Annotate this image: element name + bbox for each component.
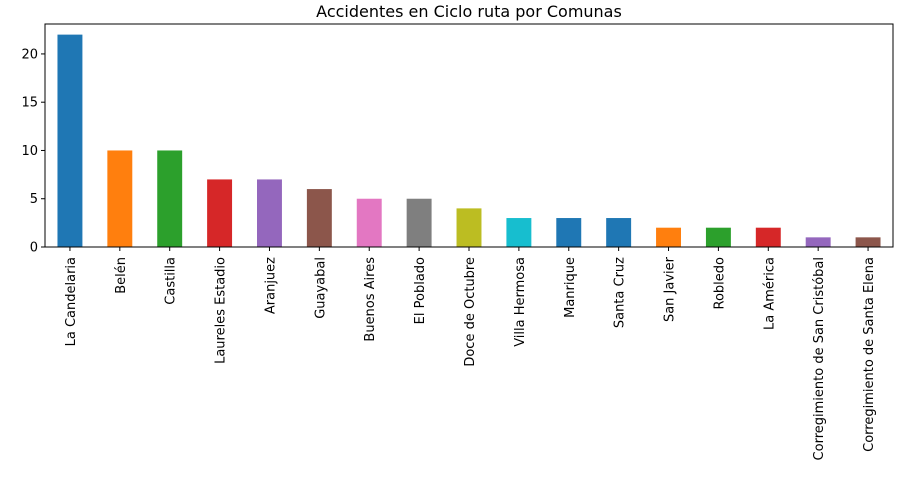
x-tick-label: Aranjuez [263,257,278,314]
chart-title: Accidentes en Ciclo ruta por Comunas [316,2,622,21]
y-axis: 0 5 10 15 20 [21,47,45,256]
y-tick-label: 10 [21,144,38,159]
bar-0 [57,34,83,247]
x-axis: La Candelaria Belén Castilla Laureles Estad… [64,247,877,460]
bar-10 [556,218,582,247]
bar-8 [456,208,482,247]
bar-9 [506,218,532,247]
x-tick-label: San Javier [663,256,678,322]
x-tick-label: El Poblado [413,257,428,324]
x-tick-label: Corregimiento de Santa Elena [862,257,877,452]
y-tick-label: 5 [30,192,38,207]
bar-14 [755,227,781,247]
bar-6 [356,198,382,247]
x-tick-label: Laureles Estadio [214,257,229,364]
x-tick-label: Santa Cruz [613,257,628,328]
x-tick-label: Corregimiento de San Cristóbal [812,257,827,460]
bar-12 [656,227,681,247]
bar-5 [306,189,332,247]
x-tick-label: Robledo [712,257,727,310]
bar-2 [157,150,183,247]
x-tick-label: Villa Hermosa [513,257,528,347]
bar-16 [855,237,881,247]
x-tick-label: Guayabal [313,257,328,319]
plot-frame [44,23,894,248]
bar-4 [257,179,282,247]
y-tick-label: 15 [21,96,38,111]
bar-7 [406,198,432,247]
bar-15 [805,237,831,247]
x-tick-label: La América [762,257,777,330]
bar-1 [107,150,133,247]
bar-13 [705,227,731,247]
x-tick-label: Belén [114,257,129,294]
x-tick-label: Buenos Aires [363,257,378,342]
x-tick-label: Manrique [563,257,578,318]
bar-11 [606,218,632,247]
bars-group [57,34,881,247]
x-tick-label: Doce de Octubre [463,257,478,367]
x-tick-label: Castilla [164,257,179,305]
x-tick-label: La Candelaria [64,257,79,346]
y-tick-label: 20 [21,47,38,62]
bar-3 [207,179,233,247]
y-tick-label: 0 [30,241,38,256]
